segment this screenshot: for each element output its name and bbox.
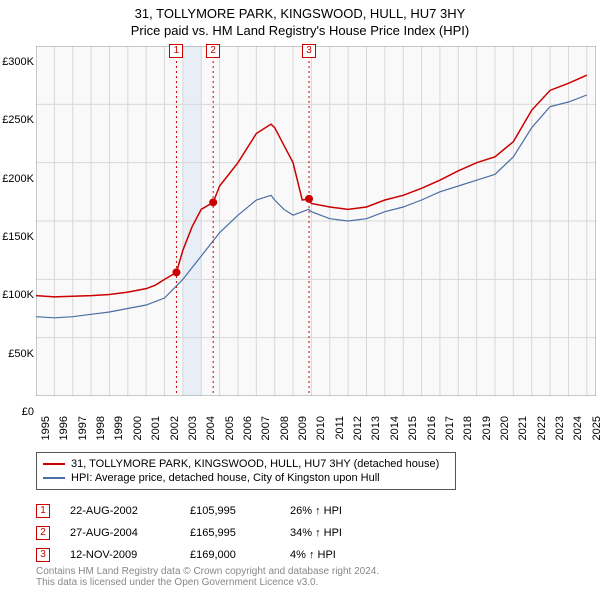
sales-table: 1 22-AUG-2002 £105,995 26% ↑ HPI 2 27-AU… (36, 500, 390, 566)
y-tick-label: £0 (22, 406, 34, 418)
x-tick-label: 2020 (499, 416, 511, 440)
legend-item-property: 31, TOLLYMORE PARK, KINGSWOOD, HULL, HU7… (43, 457, 449, 471)
sale-pct-1: 26% ↑ HPI (290, 505, 390, 517)
legend-label-property: 31, TOLLYMORE PARK, KINGSWOOD, HULL, HU7… (71, 458, 439, 470)
sales-row-1: 1 22-AUG-2002 £105,995 26% ↑ HPI (36, 500, 390, 522)
chart-svg (36, 46, 596, 396)
x-tick-label: 1995 (40, 416, 52, 440)
x-tick-label: 2011 (334, 416, 346, 440)
sale-price-2: £165,995 (190, 527, 270, 539)
legend: 31, TOLLYMORE PARK, KINGSWOOD, HULL, HU7… (36, 452, 456, 490)
x-tick-label: 2005 (224, 416, 236, 440)
chart-area (36, 46, 596, 396)
sales-row-2: 2 27-AUG-2004 £165,995 34% ↑ HPI (36, 522, 390, 544)
x-tick-label: 2002 (169, 416, 181, 440)
x-tick-label: 2025 (591, 416, 600, 440)
sales-row-3: 3 12-NOV-2009 £169,000 4% ↑ HPI (36, 544, 390, 566)
chart-container: 31, TOLLYMORE PARK, KINGSWOOD, HULL, HU7… (0, 6, 600, 596)
sale-marker-1: 1 (36, 504, 50, 518)
legend-label-hpi: HPI: Average price, detached house, City… (71, 472, 380, 484)
x-tick-label: 2017 (444, 416, 456, 440)
x-tick-label: 2014 (389, 416, 401, 440)
x-tick-label: 2019 (481, 416, 493, 440)
sale-price-3: £169,000 (190, 549, 270, 561)
y-tick-label: £300K (2, 56, 34, 68)
x-tick-label: 2009 (297, 416, 309, 440)
chart-sale-marker: 2 (206, 44, 220, 58)
footer-line-1: Contains HM Land Registry data © Crown c… (36, 566, 379, 577)
legend-line-hpi (43, 477, 65, 479)
sale-price-1: £105,995 (190, 505, 270, 517)
y-tick-label: £200K (2, 173, 34, 185)
x-tick-label: 2001 (150, 416, 162, 440)
x-tick-label: 2006 (242, 416, 254, 440)
x-tick-label: 2008 (279, 416, 291, 440)
legend-line-property (43, 463, 65, 465)
footer: Contains HM Land Registry data © Crown c… (36, 566, 379, 588)
y-tick-label: £150K (2, 231, 34, 243)
x-tick-label: 2023 (554, 416, 566, 440)
x-tick-label: 2015 (407, 416, 419, 440)
footer-line-2: This data is licensed under the Open Gov… (36, 577, 379, 588)
x-tick-label: 2022 (536, 416, 548, 440)
sale-date-1: 22-AUG-2002 (70, 505, 170, 517)
y-tick-label: £100K (2, 289, 34, 301)
x-tick-label: 1998 (95, 416, 107, 440)
x-tick-label: 2000 (132, 416, 144, 440)
legend-item-hpi: HPI: Average price, detached house, City… (43, 471, 449, 485)
x-tick-label: 2004 (205, 416, 217, 440)
x-tick-label: 1997 (77, 416, 89, 440)
chart-title: 31, TOLLYMORE PARK, KINGSWOOD, HULL, HU7… (0, 6, 600, 21)
x-tick-label: 2012 (352, 416, 364, 440)
y-tick-label: £50K (8, 348, 34, 360)
sale-pct-3: 4% ↑ HPI (290, 549, 390, 561)
chart-sale-marker: 1 (169, 44, 183, 58)
x-tick-label: 2010 (315, 416, 327, 440)
x-tick-label: 2013 (370, 416, 382, 440)
x-tick-label: 2018 (462, 416, 474, 440)
sale-pct-2: 34% ↑ HPI (290, 527, 390, 539)
sale-date-2: 27-AUG-2004 (70, 527, 170, 539)
x-tick-label: 1996 (58, 416, 70, 440)
chart-sale-marker: 3 (302, 44, 316, 58)
sale-marker-2: 2 (36, 526, 50, 540)
x-tick-label: 2021 (517, 416, 529, 440)
sale-date-3: 12-NOV-2009 (70, 549, 170, 561)
sale-marker-3: 3 (36, 548, 50, 562)
x-tick-label: 2003 (187, 416, 199, 440)
chart-subtitle: Price paid vs. HM Land Registry's House … (0, 23, 600, 38)
x-tick-label: 1999 (113, 416, 125, 440)
x-tick-label: 2016 (426, 416, 438, 440)
x-tick-label: 2007 (260, 416, 272, 440)
y-tick-label: £250K (2, 114, 34, 126)
x-tick-label: 2024 (572, 416, 584, 440)
